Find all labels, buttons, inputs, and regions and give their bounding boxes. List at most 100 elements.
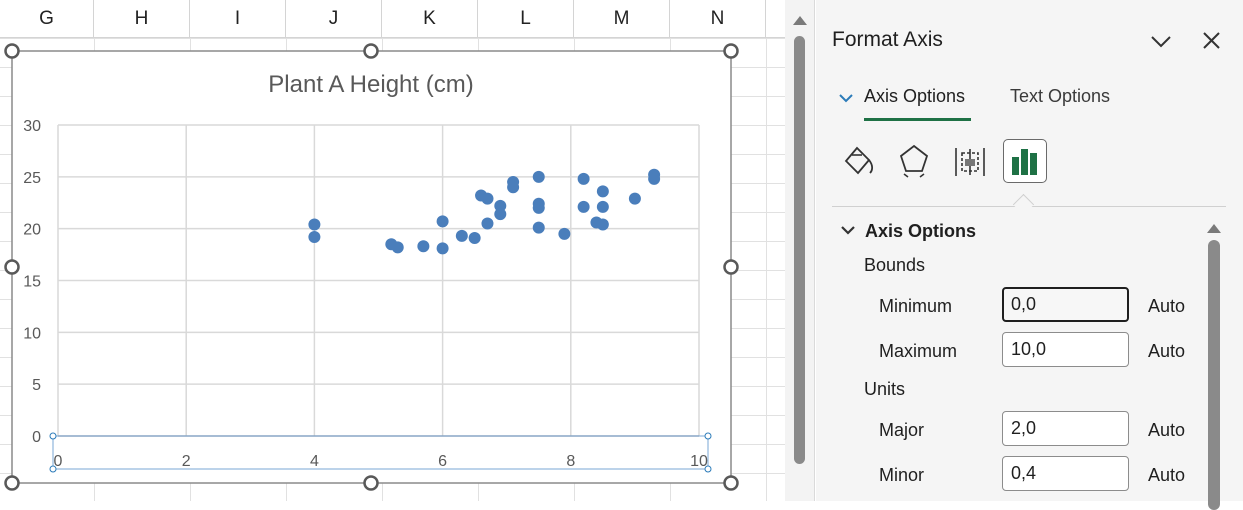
minor-auto-button[interactable]: Auto: [1148, 465, 1186, 485]
fill-line-button[interactable]: [836, 139, 880, 183]
data-point[interactable]: [577, 172, 590, 185]
y-tick-label: 0: [32, 429, 41, 446]
chart-resize-handle[interactable]: [4, 259, 20, 275]
column-header-row: G H I J K L M N: [0, 0, 785, 38]
scatter-chart[interactable]: Plant A Height (cm) 0 5 10 15 20 25 30 0 2 4 6 8 10: [0, 0, 785, 501]
minimum-bound-input[interactable]: [1002, 287, 1129, 322]
active-tab-indicator: [864, 118, 971, 121]
data-point[interactable]: [436, 215, 449, 228]
axis-options-button[interactable]: [1003, 139, 1047, 183]
y-tick-label: 5: [32, 377, 41, 394]
maximum-label: Maximum: [879, 341, 958, 361]
scroll-up-arrow-icon[interactable]: [793, 16, 807, 25]
data-point[interactable]: [596, 200, 609, 213]
scroll-up-arrow-icon[interactable]: [1207, 224, 1221, 233]
data-point[interactable]: [558, 227, 571, 240]
x-tick-label: 10: [690, 453, 708, 470]
major-auto-button[interactable]: Auto: [1148, 420, 1186, 440]
y-tick-label: 30: [23, 118, 41, 135]
maximum-bound-input[interactable]: [1002, 332, 1129, 367]
chart-resize-handle[interactable]: [723, 259, 739, 275]
effects-button[interactable]: [892, 139, 936, 183]
column-header-k[interactable]: K: [382, 0, 478, 37]
data-point[interactable]: [596, 185, 609, 198]
tab-axis-options-label: Axis Options: [864, 86, 966, 106]
column-header-g[interactable]: G: [0, 0, 94, 37]
close-icon: [1203, 32, 1220, 49]
data-point[interactable]: [532, 221, 545, 234]
x-tick-label: 0: [54, 453, 63, 470]
units-label: Units: [864, 379, 906, 399]
pane-title: Format Axis: [832, 28, 943, 51]
y-tick-label: 25: [23, 170, 41, 187]
axis-selection-handle[interactable]: [704, 432, 712, 440]
column-header-m[interactable]: M: [574, 0, 670, 37]
data-point[interactable]: [481, 192, 494, 205]
data-point[interactable]: [494, 199, 507, 212]
spreadsheet-area[interactable]: G H I J K L M N Plant A Heigh: [0, 0, 785, 501]
data-point[interactable]: [481, 217, 494, 230]
chart-title[interactable]: Plant A Height (cm): [268, 71, 473, 98]
data-point[interactable]: [532, 201, 545, 214]
data-point[interactable]: [308, 230, 321, 243]
column-header-i[interactable]: I: [190, 0, 286, 37]
pane-vertical-scrollbar[interactable]: [1204, 216, 1228, 510]
data-point[interactable]: [417, 240, 430, 253]
data-point[interactable]: [577, 200, 590, 213]
effects-icon: [899, 144, 929, 178]
tab-text-options[interactable]: Text Options: [1010, 86, 1111, 106]
pane-options-button[interactable]: [1146, 28, 1176, 56]
y-tick-label: 15: [23, 274, 41, 291]
maximum-auto-button[interactable]: Auto: [1148, 341, 1186, 361]
data-point[interactable]: [455, 229, 468, 242]
x-tick-label: 6: [438, 453, 447, 470]
axis-selection-handle[interactable]: [49, 465, 57, 473]
data-point[interactable]: [468, 231, 481, 244]
minimum-auto-button[interactable]: Auto: [1148, 296, 1186, 316]
scrollbar-thumb[interactable]: [794, 36, 805, 464]
y-tick-label: 20: [23, 222, 41, 239]
chart-resize-handle[interactable]: [363, 475, 379, 491]
chevron-down-icon: [839, 94, 853, 103]
column-header-n[interactable]: N: [670, 0, 766, 37]
chart-resize-handle[interactable]: [723, 475, 739, 491]
column-header-j[interactable]: J: [286, 0, 382, 37]
major-unit-input[interactable]: [1002, 411, 1129, 446]
selected-axis-frame[interactable]: [52, 435, 709, 470]
close-button[interactable]: [1196, 28, 1226, 56]
column-header-l[interactable]: L: [478, 0, 574, 37]
y-tick-label: 10: [23, 325, 41, 342]
data-point[interactable]: [436, 242, 449, 255]
size-properties-icon: [955, 148, 985, 176]
axis-options-icon: [1012, 149, 1037, 175]
data-point[interactable]: [308, 218, 321, 231]
sheet-vertical-scrollbar[interactable]: [785, 0, 815, 501]
chart-area[interactable]: [11, 50, 732, 484]
section-title: Axis Options: [865, 221, 977, 241]
data-point[interactable]: [532, 170, 545, 183]
chart-resize-handle[interactable]: [4, 43, 20, 59]
data-point[interactable]: [494, 208, 507, 221]
chart-resize-handle[interactable]: [4, 475, 20, 491]
axis-selection-handle[interactable]: [704, 465, 712, 473]
x-tick-label: 2: [182, 453, 191, 470]
axis-selection-handle[interactable]: [49, 432, 57, 440]
column-header-h[interactable]: H: [94, 0, 190, 37]
chart-resize-handle[interactable]: [363, 43, 379, 59]
minor-label: Minor: [879, 465, 925, 485]
format-axis-pane: Format Axis Axis Options Text Options: [816, 0, 1243, 510]
data-point[interactable]: [391, 241, 404, 254]
fill-line-icon: [844, 146, 874, 175]
chart-resize-handle[interactable]: [723, 43, 739, 59]
minimum-label: Minimum: [879, 296, 953, 316]
data-point[interactable]: [628, 192, 641, 205]
scrollbar-thumb[interactable]: [1208, 240, 1220, 510]
chevron-down-icon: [841, 226, 855, 235]
data-point[interactable]: [507, 181, 520, 194]
minor-unit-input[interactable]: [1002, 456, 1129, 491]
size-properties-button[interactable]: [948, 139, 992, 183]
x-tick-label: 4: [310, 453, 319, 470]
x-tick-label: 8: [566, 453, 575, 470]
data-point[interactable]: [648, 172, 661, 185]
data-point[interactable]: [596, 218, 609, 231]
